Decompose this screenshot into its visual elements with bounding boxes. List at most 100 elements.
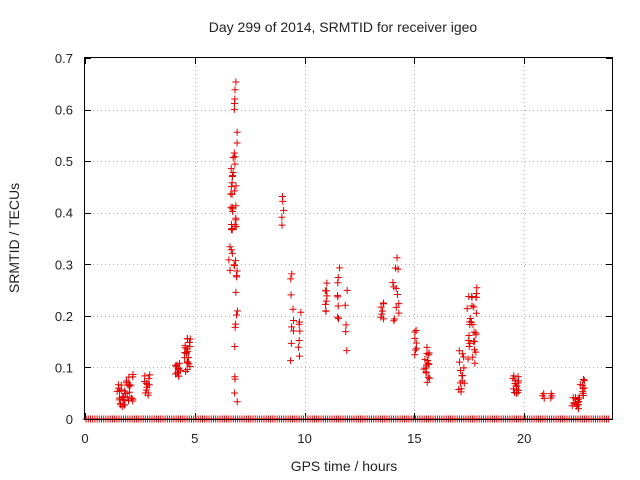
data-point [468,302,476,310]
y-tick-label: 0.6 [55,103,73,118]
data-point [288,270,296,278]
data-point [182,348,190,356]
data-point [182,368,190,376]
data-point [122,377,130,385]
data-point [334,302,342,310]
data-point [226,243,234,251]
y-tick-label: 0 [66,412,73,427]
data-point [233,311,241,319]
data-point [227,183,235,191]
data-point [467,318,475,326]
data-point [227,246,235,254]
data-point [342,328,350,336]
data-point [176,359,184,367]
data-point [514,373,522,381]
x-axis-label: GPS time / hours [291,458,398,474]
y-tick-label: 0.1 [55,360,73,375]
data-point [296,327,304,335]
data-point [473,290,481,298]
data-point [289,305,297,313]
data-point [232,214,240,222]
data-point [468,292,476,300]
data-point [233,267,241,275]
data-point [466,318,474,326]
data-point [334,273,342,281]
data-point [465,332,473,340]
data-point [231,153,239,161]
data-point [231,342,239,350]
data-point [232,257,240,265]
data-point [394,290,402,298]
data-point [185,360,193,368]
data-point [141,372,149,380]
x-tick-label: 20 [517,431,531,446]
data-point [470,303,478,311]
data-point [411,334,419,342]
data-point [336,264,344,272]
data-point [391,315,399,323]
x-tick-label: 0 [81,431,88,446]
y-tick-label: 0.5 [55,154,73,169]
x-tick-label: 5 [191,431,198,446]
data-point [231,187,239,195]
data-point [231,86,239,94]
data-point [424,373,432,381]
data-point [233,398,241,406]
data-point [469,353,477,361]
data-point [233,307,241,315]
data-point [144,389,152,397]
data-point [425,374,433,382]
data-point [460,353,468,361]
data-point [129,370,137,378]
data-point [510,389,518,397]
data-point [278,221,286,229]
data-point [421,355,429,363]
data-point [231,221,239,229]
data-point [127,381,135,389]
data-point [171,362,179,370]
data-point [412,327,420,335]
data-point [287,291,295,299]
data-point [114,381,122,389]
data-point [233,128,241,136]
data-point [232,182,240,190]
data-point [278,192,286,200]
data-point [226,266,234,274]
data-point [232,202,240,210]
data-point [322,307,330,315]
data-point [460,364,468,372]
y-tick-label: 0.3 [55,257,73,272]
data-point [227,203,235,211]
data-point [230,262,238,270]
data-point [231,389,239,397]
data-point [231,160,239,168]
data-point [322,297,330,305]
data-point [343,286,351,294]
axis-ticks: 0 5 10 15 20 0 0.1 0.2 0.3 0.4 0.5 0.6 0.7 [55,51,612,446]
data-point [377,313,385,321]
data-point [579,376,587,384]
data-point [228,179,236,187]
data-point [392,284,400,292]
x-tick-label: 10 [297,431,311,446]
data-point [547,390,555,398]
data-point [323,279,331,287]
data-point [393,254,401,262]
plot-frame [84,57,613,420]
data-point [287,275,295,283]
y-tick-label: 0.7 [55,51,73,66]
data-point [412,339,420,347]
data-point [295,337,303,345]
data-point [423,378,431,386]
data-point [119,393,127,401]
data-point [145,375,153,383]
data-point [422,364,430,372]
chart-title: Day 299 of 2014, SRMTID for receiver ige… [209,19,478,35]
data-point [470,346,478,354]
data-point [576,381,584,389]
data-point [228,172,236,180]
data-point [510,372,518,380]
data-point [378,310,386,318]
data-point [471,337,479,345]
